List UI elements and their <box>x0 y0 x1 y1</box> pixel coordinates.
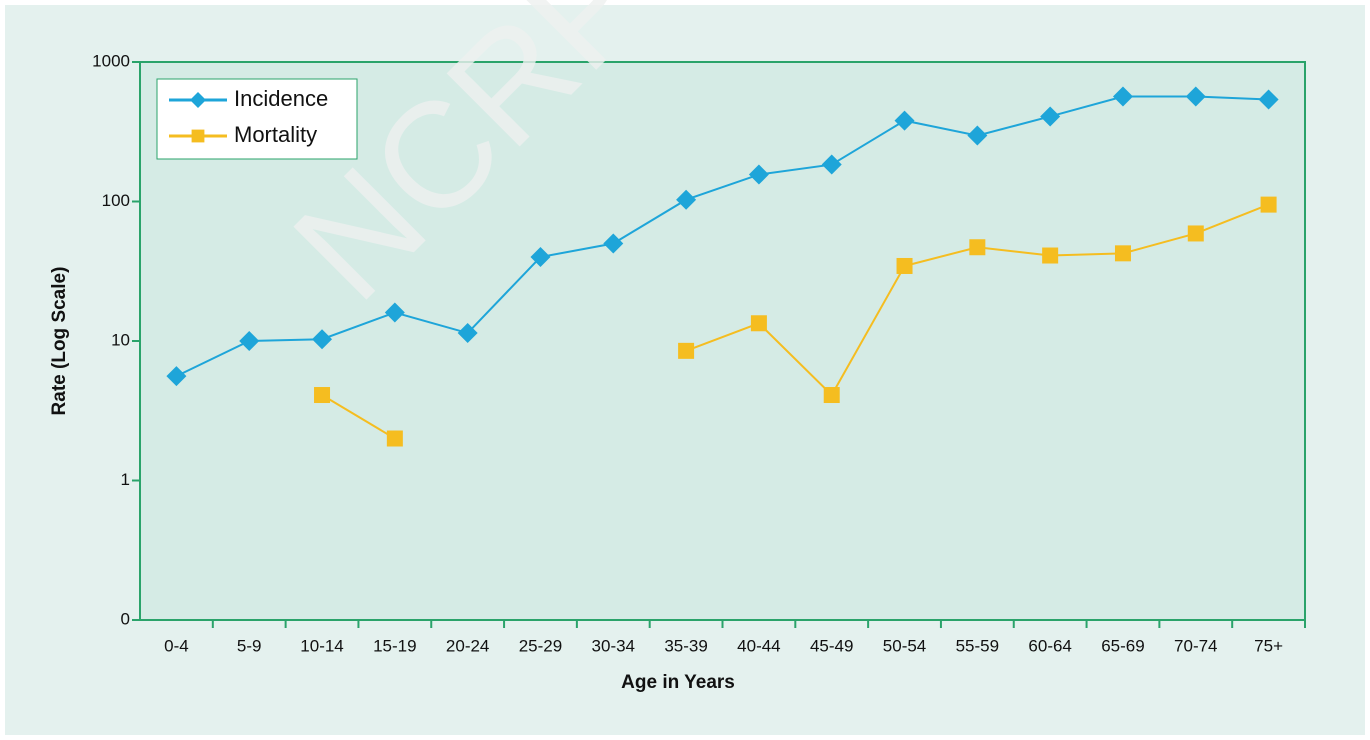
data-point <box>1114 245 1131 262</box>
y-axis-title: Rate (Log Scale) <box>49 267 70 416</box>
data-point <box>239 331 260 351</box>
data-point <box>166 366 187 387</box>
y-tick-label: 1 <box>121 470 130 489</box>
x-tick-label: 45-49 <box>810 636 853 655</box>
x-tick-label: 55-59 <box>956 636 999 655</box>
y-tick-label: 0 <box>121 609 130 628</box>
data-point <box>821 154 842 175</box>
data-point <box>386 430 403 447</box>
data-point <box>314 387 331 404</box>
x-tick-label: 65-69 <box>1101 636 1144 655</box>
data-point <box>748 164 769 185</box>
legend-box <box>156 78 358 160</box>
data-point <box>894 110 915 131</box>
x-tick-label: 15-19 <box>373 636 416 655</box>
x-tick-label: 10-14 <box>300 636 343 655</box>
x-tick-label: 25-29 <box>519 636 562 655</box>
x-tick-label: 0-4 <box>164 636 189 655</box>
x-tick-label: 40-44 <box>737 636 780 655</box>
data-point <box>384 302 405 323</box>
x-tick-label: 5-9 <box>237 636 262 655</box>
x-axis-title: Age in Years <box>621 672 735 693</box>
y-tick-label: 1000 <box>92 51 130 70</box>
data-point <box>823 387 840 404</box>
data-point <box>750 315 767 332</box>
data-point <box>312 329 333 350</box>
data-point <box>1260 196 1277 213</box>
legend-label: Incidence <box>234 86 328 111</box>
data-point <box>1112 86 1133 107</box>
data-point <box>603 233 624 254</box>
x-tick-label: 35-39 <box>664 636 707 655</box>
x-tick-label: 60-64 <box>1028 636 1071 655</box>
data-point <box>457 323 478 344</box>
x-tick-label: 70-74 <box>1174 636 1217 655</box>
data-point <box>530 247 551 268</box>
series-line <box>175 95 1269 378</box>
y-tick-label: 100 <box>102 191 130 210</box>
data-point <box>1042 247 1059 264</box>
legend-label: Mortality <box>234 122 317 147</box>
data-point <box>676 189 697 210</box>
data-point <box>967 125 988 146</box>
data-point <box>1187 225 1204 242</box>
legend-marker <box>191 129 205 143</box>
data-point <box>1258 89 1279 110</box>
data-point <box>1040 106 1061 127</box>
x-tick-label: 30-34 <box>592 636 635 655</box>
data-point <box>678 342 695 359</box>
x-tick-label: 50-54 <box>883 636 926 655</box>
x-tick-label: 20-24 <box>446 636 489 655</box>
x-tick-label: 75+ <box>1254 636 1283 655</box>
y-tick-label: 10 <box>111 330 130 349</box>
data-point <box>969 239 986 256</box>
data-point <box>896 257 913 274</box>
data-point <box>1185 86 1206 107</box>
legend-marker <box>190 92 206 108</box>
